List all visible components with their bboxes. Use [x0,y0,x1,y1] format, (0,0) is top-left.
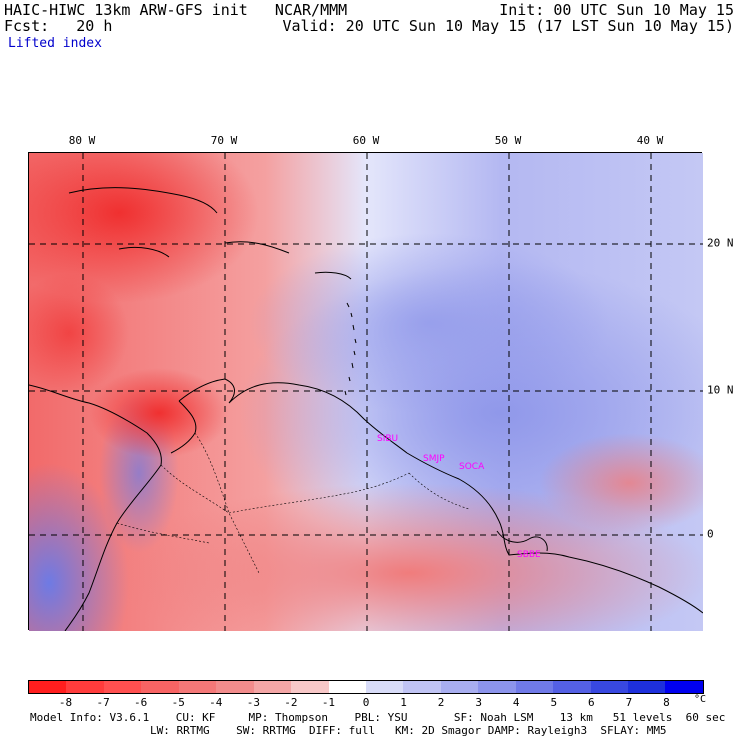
lat-label-20n: 20 N [707,236,734,250]
station-smjp: SMJP [423,454,445,464]
field-name: Lifted index [8,36,102,51]
unstable-region-caribbean [0,123,259,303]
model-title: HAIC-HIWC 13km ARW-GFS init NCAR/MMM [4,1,348,19]
valid-time: Valid: 20 UTC Sun 10 May 15 (17 LST Sun … [282,17,734,35]
colorbar-cell [365,681,404,693]
station-soca: SOCA [459,462,485,472]
model-info-line1: Model Info: V3.6.1 CU: KF MP: Thompson P… [30,711,726,724]
lon-label-50w: 50 W [494,134,522,147]
colorbar-cell [141,681,179,693]
stable-region-north [249,233,609,413]
colorbar-tick-label: -5 [171,696,185,709]
colorbar-tick-label: 5 [550,696,558,709]
colorbar-tick-label: -2 [284,696,298,709]
colorbar-tick-label: 3 [475,696,482,709]
colorbar-tick-label: 1 [400,696,407,709]
colorbar-cell [553,681,591,693]
colorbar-cell [403,681,441,693]
colorbar-cell [66,681,104,693]
colorbar-cell [178,681,217,693]
lon-label-60w: 60 W [352,134,380,147]
colorbar-cell [291,681,329,693]
lon-label-40w: 40 W [636,134,664,147]
lat-label-10n: 10 N [707,383,734,397]
colorbar-tick-label: -3 [246,696,260,709]
station-sbbe: SBBE [517,550,541,560]
model-info-line2: LW: RRTMG SW: RRTMG DIFF: full KM: 2D Sm… [150,724,667,737]
unstable-region-colombia [89,368,229,458]
colorbar-tick-label: -1 [321,696,336,709]
colorbar [28,680,704,694]
colorbar-tick-label: -8 [58,696,73,709]
station-sibu: SIBU [377,434,398,444]
colorbar-tick-label: -4 [209,696,223,709]
lon-label-70w: 70 W [210,134,238,147]
lifted-index-map: SIBU SMJP SOCA SBBE [0,123,740,703]
unstable-region-east [539,433,719,533]
colorbar-cell [590,681,628,693]
unstable-region-west [9,273,129,393]
colorbar-cell [29,681,67,693]
lesser-antilles [344,302,357,396]
colorbar-tick-label: 0 [362,696,370,709]
colorbar-cell [665,681,703,693]
colorbar-tick-label: 6 [588,696,595,709]
lon-label-80w: 80 W [68,134,96,147]
colorbar-cell [216,681,254,693]
colorbar-unit: °C [694,694,707,705]
colorbar-tick-label: 7 [625,696,633,709]
lat-lon-grid [29,153,703,631]
unstable-region-amazon [109,483,709,663]
forecast-hour: Fcst: 20 h [4,17,113,35]
colorbar-tick-label: 4 [512,696,520,709]
colorbar-cell [253,681,292,693]
colorbar-cell [103,681,142,693]
colorbar-cell [478,681,516,693]
colorbar-tick-label: 8 [663,696,670,709]
colorbar-cell [440,681,479,693]
colorbar-tick-label: 2 [437,696,445,709]
colorbar-tick-label: -7 [96,696,110,709]
colorbar-tick-label: -6 [134,696,148,709]
map-canvas: SIBU SMJP SOCA SBBE [0,123,740,703]
colorbar-cell [328,681,366,693]
colorbar-cell [515,681,554,693]
init-time: Init: 00 UTC Sun 10 May 15 [499,1,734,19]
coastlines [28,187,704,632]
lat-label-0: 0 [707,527,714,541]
colorbar-cell [628,681,666,693]
